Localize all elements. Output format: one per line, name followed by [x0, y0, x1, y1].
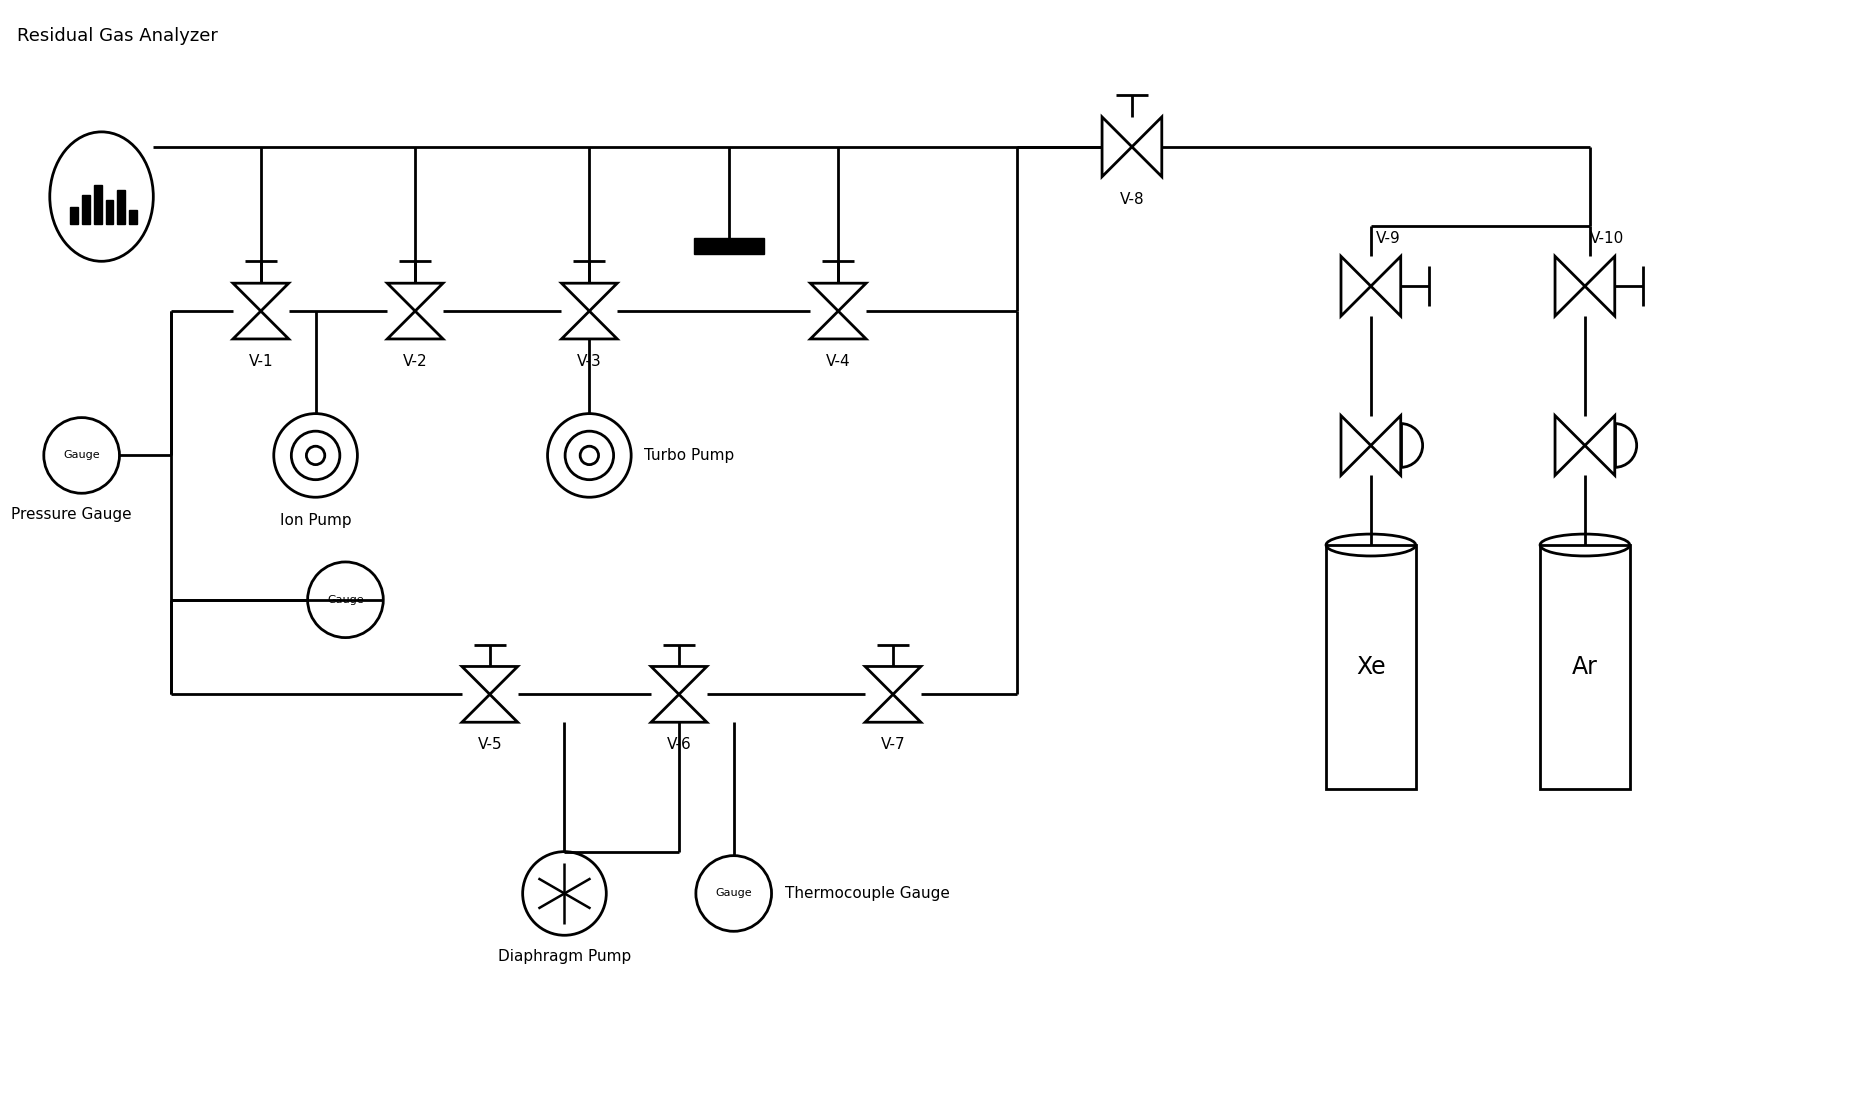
Text: V-4: V-4 [826, 354, 850, 368]
Text: V-10: V-10 [1588, 231, 1624, 246]
Text: Xe: Xe [1356, 654, 1384, 679]
Text: Thermocouple Gauge: Thermocouple Gauge [785, 886, 950, 901]
Bar [1326, 544, 1414, 789]
Text: Gauge: Gauge [328, 595, 363, 605]
Text: V-7: V-7 [880, 737, 905, 752]
Text: V-9: V-9 [1375, 231, 1399, 246]
Text: Residual Gas Analyzer: Residual Gas Analyzer [17, 28, 217, 45]
Bar [94, 185, 101, 224]
Text: Ion Pump: Ion Pump [279, 514, 352, 528]
Text: Diaphragm Pump: Diaphragm Pump [498, 949, 631, 965]
Text: Gauge: Gauge [715, 889, 751, 899]
Bar [69, 207, 77, 224]
Text: Gauge: Gauge [64, 450, 99, 461]
Bar [1540, 544, 1630, 789]
Text: V-8: V-8 [1118, 191, 1144, 207]
Text: V-6: V-6 [667, 737, 691, 752]
Bar [129, 209, 137, 224]
Bar [82, 195, 90, 224]
Bar [693, 239, 762, 254]
Text: V-3: V-3 [577, 354, 601, 368]
Text: V-2: V-2 [403, 354, 427, 368]
Bar [118, 189, 125, 224]
Text: Ar: Ar [1571, 654, 1598, 679]
Text: V-5: V-5 [478, 737, 502, 752]
Text: Pressure Gauge: Pressure Gauge [11, 507, 131, 522]
Text: Turbo Pump: Turbo Pump [644, 448, 734, 463]
Text: V-1: V-1 [249, 354, 273, 368]
Bar [105, 199, 114, 224]
